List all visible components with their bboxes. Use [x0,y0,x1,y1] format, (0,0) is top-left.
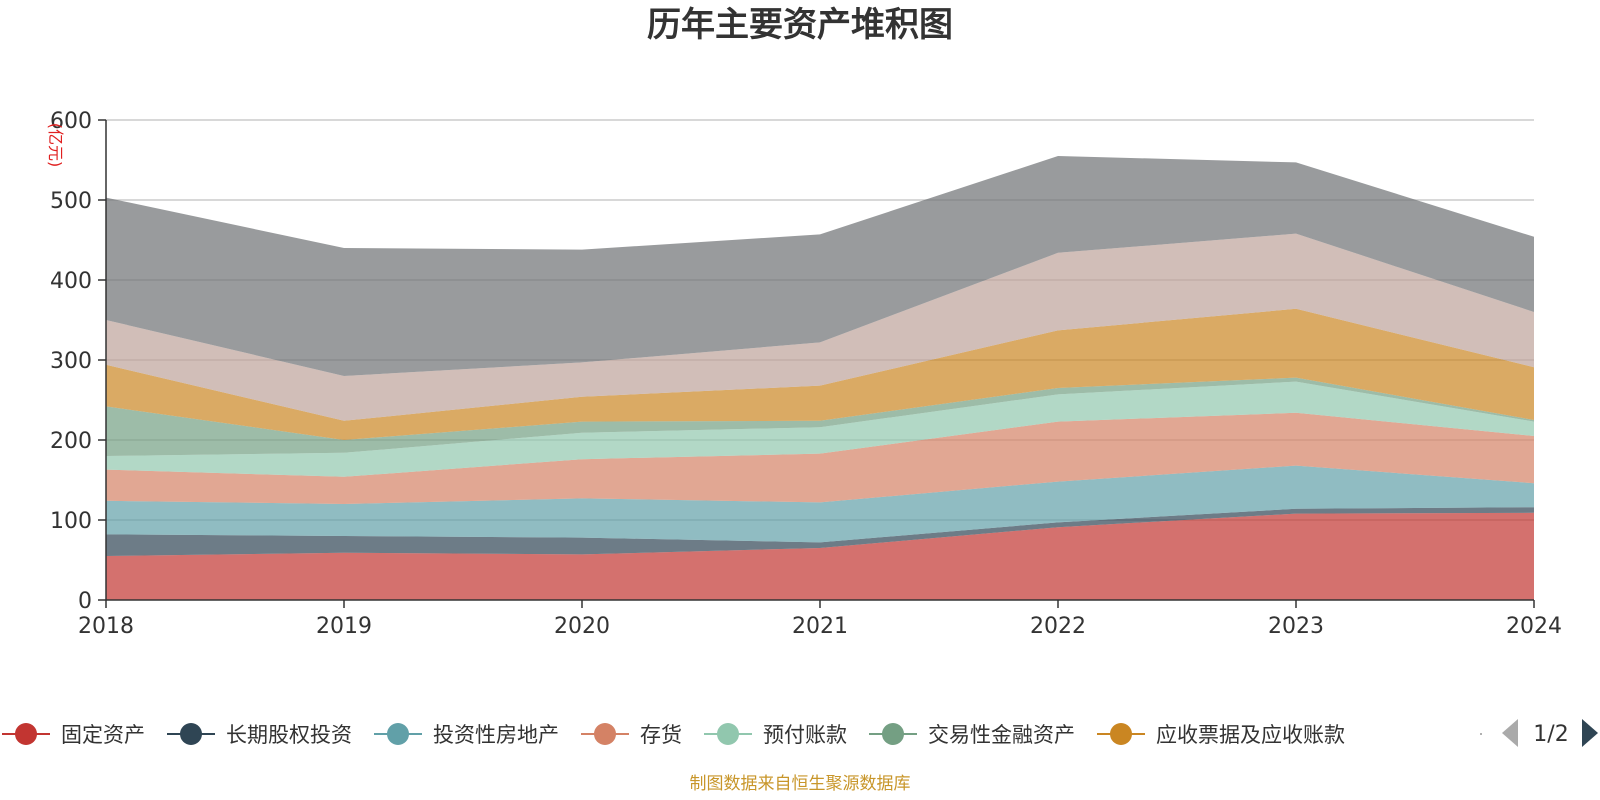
x-tick-label: 2022 [1030,614,1086,639]
legend-item[interactable]: 固定资产 [2,723,145,747]
legend-label: 交易性金融资产 [928,723,1075,747]
legend-label: 预付账款 [763,723,847,747]
area-series-5 [106,381,1534,477]
y-tick-label: 200 [50,429,92,454]
legend-marker-icon [717,723,739,745]
legend-marker-icon [387,723,409,745]
x-tick-label: 2021 [792,614,848,639]
area-series-8 [106,233,1534,421]
area-series-9 [106,156,1534,376]
y-tick-label: 600 [50,109,92,134]
y-tick-label: 0 [78,589,92,614]
legend-marker-icon [180,723,202,745]
legend-item[interactable]: 交易性金融资产 [869,723,1075,747]
legend-item[interactable]: 长期股权投资 [167,723,352,747]
y-axis-unit-label: (亿元) [46,123,65,168]
legend-label: 长期股权投资 [226,723,352,747]
x-tick-label: 2024 [1506,614,1562,639]
legend-item[interactable]: 预付账款 [704,723,847,747]
x-tick-label: 2018 [78,614,134,639]
y-tick-label: 500 [50,189,92,214]
data-source-footer: 制图数据来自恒生聚源数据库 [690,774,911,794]
legend-marker-icon [594,723,616,745]
legend-item[interactable]: 应收票据及应收账款 [1097,723,1345,747]
legend-item[interactable]: 投资性房地产 [374,723,559,747]
area-series-3 [106,465,1534,543]
legend-label: 应收票据及应收账款 [1156,723,1345,747]
area-series-1 [106,512,1534,600]
legend-next-page-icon[interactable] [1582,719,1598,747]
y-tick-label: 300 [50,349,92,374]
legend-label: 投资性房地产 [433,723,559,747]
legend-page-indicator: 1/2 [1533,722,1568,747]
chart-title: 历年主要资产堆积图 [647,5,953,45]
legend: 固定资产 长期股权投资 投资性房地产 存货 预付账款 交易性金融资产 应收票据及应收账款 [2,723,1482,747]
area-series-6 [106,377,1534,456]
axis-layer: 0 100 200 300 400 500 600 2018 2019 2020 2021 2022 2… [50,109,1562,639]
y-tick-label: 100 [50,509,92,534]
legend-marker-icon [15,723,37,745]
area-series-7 [106,308,1534,440]
area-series-4 [106,412,1534,504]
area-series-2 [106,507,1534,556]
legend-prev-page-icon[interactable] [1502,719,1518,747]
y-tick-label: 400 [50,269,92,294]
area-layer [106,156,1534,600]
x-tick-label: 2023 [1268,614,1324,639]
legend-marker-icon [1110,723,1132,745]
x-tick-label: 2019 [316,614,372,639]
legend-label: 固定资产 [61,723,145,747]
legend-label: 存货 [640,723,682,747]
legend-pager: 1/2 [1502,719,1598,747]
x-tick-label: 2020 [554,614,610,639]
legend-item[interactable]: 存货 [581,723,682,747]
legend-marker-icon [882,723,904,745]
legend-separator [1480,733,1482,735]
